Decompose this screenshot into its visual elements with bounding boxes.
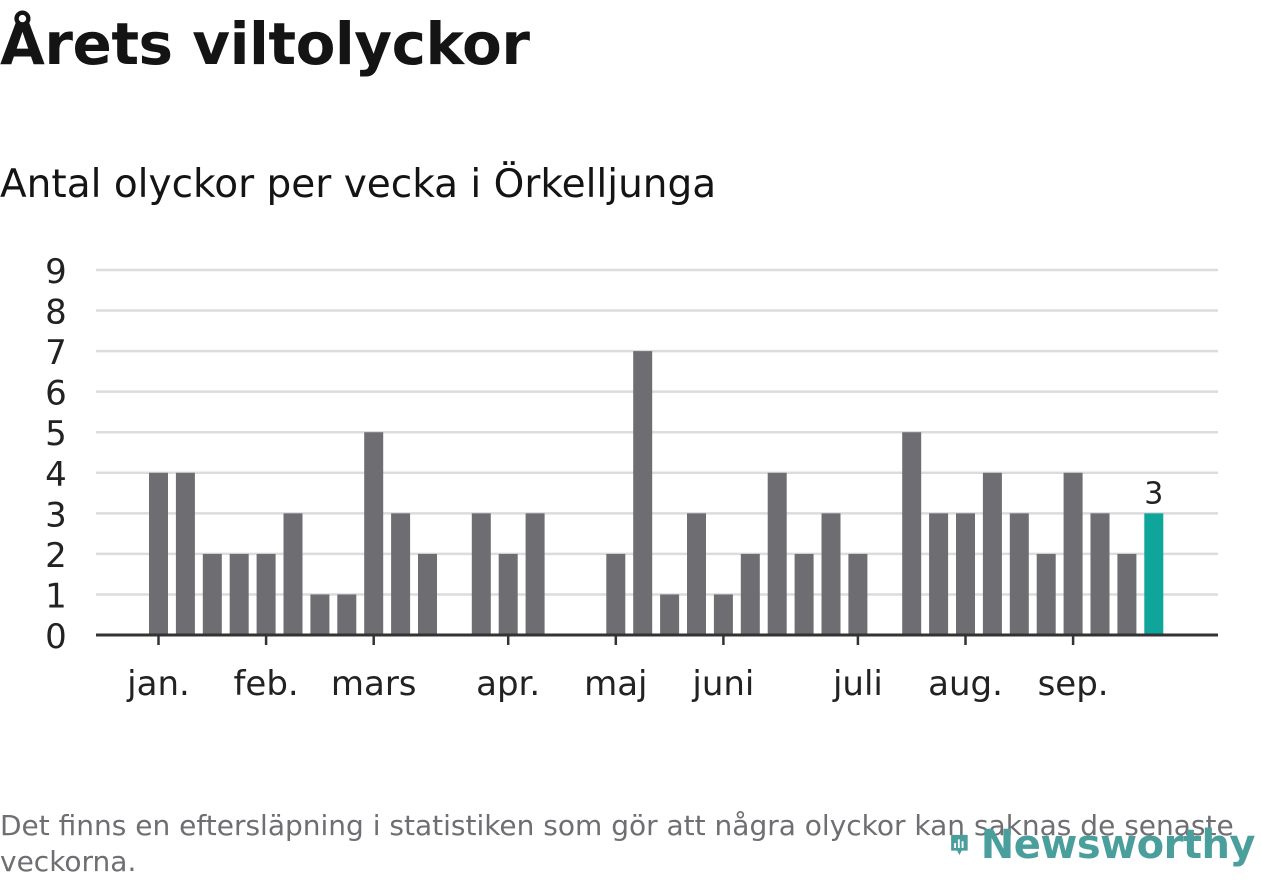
- x-tick-label: maj: [584, 664, 647, 704]
- bar: [337, 594, 357, 635]
- bar: [498, 553, 518, 635]
- bar: [606, 553, 626, 635]
- y-tick-label: 8: [45, 293, 67, 333]
- x-tick-label: sep.: [1038, 664, 1109, 704]
- bar: [794, 553, 814, 635]
- bar: [902, 432, 922, 635]
- y-tick-label: 4: [45, 455, 67, 495]
- y-tick-label: 7: [45, 333, 67, 373]
- y-tick-label: 0: [45, 617, 67, 657]
- y-tick-label: 9: [45, 252, 67, 292]
- brand-logo: Newsworthy: [950, 815, 1256, 875]
- x-tick-label: aug.: [928, 664, 1003, 704]
- x-tick-label: apr.: [476, 664, 540, 704]
- bar: [149, 472, 168, 635]
- bar: [740, 553, 760, 635]
- bar: [767, 472, 787, 635]
- bar: [175, 472, 195, 635]
- bar: [848, 553, 868, 635]
- bar: [1063, 472, 1083, 635]
- x-tick-label: mars: [331, 664, 417, 704]
- bar: [982, 472, 1002, 635]
- x-tick-label: juni: [691, 664, 754, 704]
- bar: [956, 513, 975, 635]
- y-tick-label: 6: [45, 374, 67, 414]
- newsworthy-logo-icon: [951, 834, 968, 856]
- x-tick-label: feb.: [233, 664, 298, 704]
- data-label: 3: [1144, 476, 1163, 511]
- y-tick-label: 3: [45, 495, 67, 535]
- x-tick-label: jan.: [126, 664, 190, 704]
- bar: [1117, 553, 1137, 635]
- bar: [821, 513, 841, 635]
- bar: [229, 553, 249, 635]
- bar: [471, 513, 491, 635]
- y-tick-label: 2: [45, 536, 67, 576]
- bar: [391, 513, 411, 635]
- x-tick-label: juli: [832, 664, 883, 704]
- bar: [1036, 553, 1056, 635]
- bar: [364, 432, 384, 635]
- y-tick-label: 5: [45, 414, 67, 454]
- bar: [256, 553, 276, 635]
- bar: [929, 513, 949, 635]
- bar: [202, 553, 222, 635]
- chart-subtitle: Antal olyckor per vecka i Örkelljunga: [0, 162, 717, 207]
- bar: [687, 513, 706, 635]
- bar: [525, 513, 545, 635]
- bar: [1009, 513, 1029, 635]
- y-tick-label: 1: [45, 576, 67, 616]
- bar: [1090, 513, 1110, 635]
- bar-highlight: [1144, 513, 1164, 635]
- bar: [283, 513, 303, 635]
- bar: [660, 594, 680, 635]
- bar: [713, 594, 733, 635]
- bar: [418, 553, 437, 635]
- chart-title: Årets viltolyckor: [0, 10, 530, 78]
- footnote: Det finns en eftersläpning i statistiken…: [0, 809, 1234, 878]
- bar: [633, 351, 653, 635]
- bar: [310, 594, 330, 635]
- brand-name: Newsworthy: [980, 822, 1256, 868]
